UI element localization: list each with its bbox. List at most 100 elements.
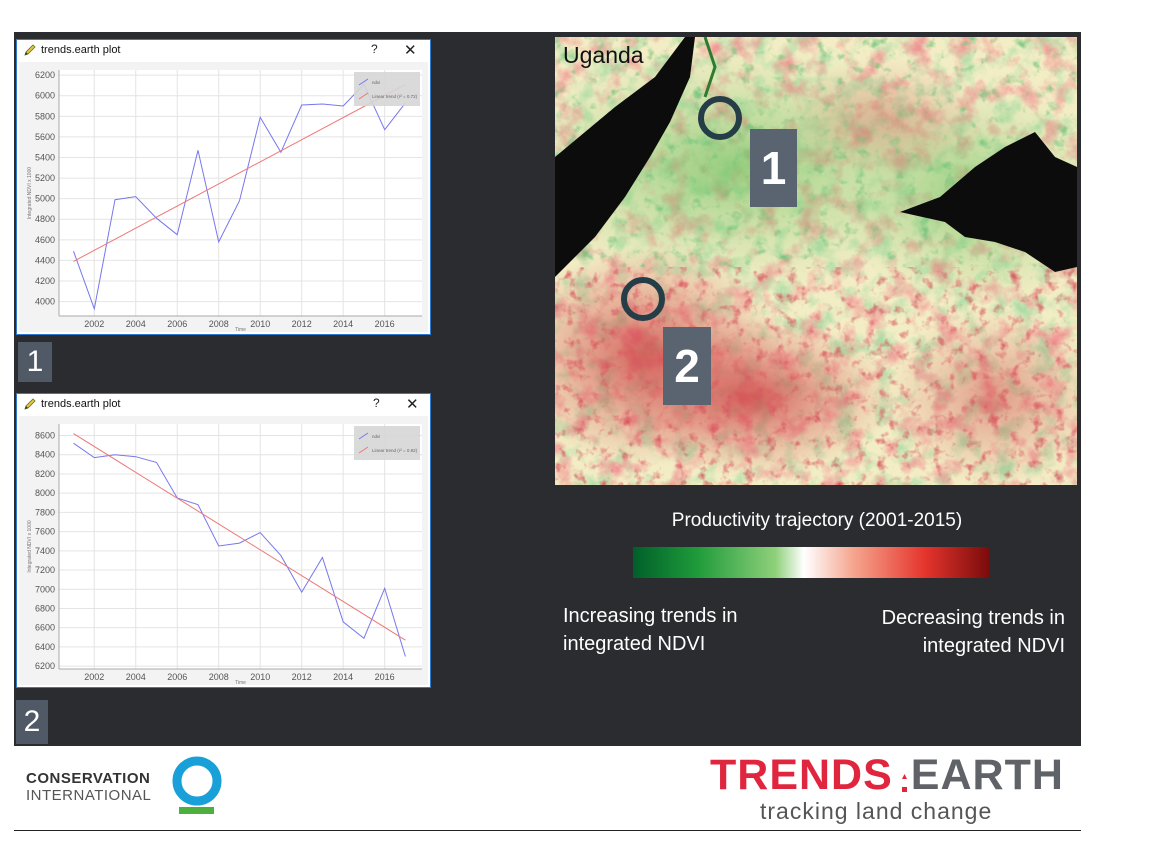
help-button[interactable]: ? [371, 42, 378, 56]
y-tick-label: 5000 [35, 194, 55, 204]
legend-swatch [358, 432, 369, 440]
x-tick-label: 2010 [250, 319, 270, 329]
y-tick-label: 6800 [35, 603, 55, 613]
x-axis-title: Time [235, 327, 246, 332]
y-tick-label: 7200 [35, 565, 55, 575]
ci-line-2: INTERNATIONAL [26, 787, 152, 804]
conservation-international-logo-icon [172, 756, 222, 814]
location-marker-2 [621, 277, 665, 321]
trends-earth-part-2: EARTH [910, 751, 1064, 799]
x-tick-label: 2002 [84, 319, 104, 329]
plot-area: 4000 4200 4400 4600 4800 5000 5200 5400 5600 5800… [19, 62, 428, 332]
y-tick-label: 4200 [35, 276, 55, 286]
legend-title: Productivity trajectory (2001-2015) [671, 510, 963, 531]
legend-right-label: Decreasing trends in integrated NDVI [882, 604, 1065, 660]
map-badge-1: 1 [750, 129, 797, 207]
plot-area: 6200 6400 6600 6800 7000 7200 7400 7600 7800 8000… [19, 416, 428, 685]
trends-earth-part-1: TRENDS [710, 751, 893, 799]
y-tick-label: 6000 [35, 91, 55, 101]
map-title: Uganda [563, 42, 644, 68]
y-tick-label: 4000 [35, 297, 55, 307]
x-tick-label: 2008 [209, 319, 229, 329]
ci-line-1: CONSERVATION [26, 770, 151, 787]
legend-label: ndvi [372, 80, 380, 85]
y-tick-label: 5600 [35, 132, 55, 142]
x-tick-label: 2008 [209, 672, 229, 682]
x-tick-label: 2014 [333, 319, 353, 329]
y-tick-label: 7400 [35, 546, 55, 556]
conservation-international-wordmark: CONSERVATION INTERNATIONAL [26, 770, 151, 804]
series-line-linear-trend [73, 433, 406, 641]
y-tick-label: 8200 [35, 469, 55, 479]
x-tick-label: 2012 [292, 672, 312, 682]
legend-right-line-1: Decreasing trends in [881, 607, 1065, 629]
plot-background [59, 424, 422, 669]
y-tick-label: 4400 [35, 255, 55, 265]
help-button[interactable]: ? [373, 396, 380, 410]
legend-right-line-2: integrated NDVI [922, 635, 1065, 657]
legend-left-label: Increasing trends in integrated NDVI [563, 602, 738, 658]
legend-box [354, 426, 420, 460]
y-tick-label: 5200 [35, 173, 55, 183]
window-title: trends.earth plot [41, 44, 121, 56]
y-tick-label: 5400 [35, 152, 55, 162]
legend-label: ndvi [372, 434, 380, 439]
ndvi-chart-1: 4000 4200 4400 4600 4800 5000 5200 5400 5600 5800… [27, 70, 422, 332]
trends-earth-tagline: tracking land change [760, 798, 993, 824]
y-tick-label: 4800 [35, 214, 55, 224]
y-axis-title: Integrated NDVI x 1000 [27, 167, 33, 219]
y-tick-label: 6200 [35, 661, 55, 671]
x-tick-label: 2016 [375, 319, 395, 329]
x-tick-label: 2004 [126, 672, 146, 682]
y-tick-label: 6600 [35, 623, 55, 633]
location-marker-1 [698, 96, 742, 140]
map-badge-2: 2 [663, 327, 711, 405]
close-button[interactable]: ✕ [404, 42, 417, 59]
legend-swatch [358, 92, 369, 100]
pencil-leaf-icon [24, 44, 36, 56]
legend-box [354, 72, 420, 106]
legend-left-line-2: integrated NDVI [563, 633, 706, 655]
plot-window-1: trends.earth plot ? ✕ 4000 4200 4400 4600 48… [16, 39, 431, 335]
x-tick-label: 2006 [167, 672, 187, 682]
footer-divider [14, 830, 1081, 831]
x-tick-label: 2010 [250, 672, 270, 682]
trends-earth-logo: TRENDS EARTH [710, 751, 1064, 800]
x-tick-label: 2004 [126, 319, 146, 329]
legend-swatch [358, 446, 369, 454]
ndvi-chart-2: 6200 6400 6600 6800 7000 7200 7400 7600 7800 8000… [27, 424, 422, 685]
x-tick-label: 2016 [375, 672, 395, 682]
y-tick-label: 8400 [35, 450, 55, 460]
x-axis-title: Time [235, 680, 246, 685]
window-title: trends.earth plot [41, 398, 121, 410]
y-tick-label: 6400 [35, 642, 55, 652]
y-tick-label: 8600 [35, 431, 55, 441]
y-tick-label: 7000 [35, 584, 55, 594]
plot-background [59, 70, 422, 316]
ndvi-trend-map: Uganda 1 2 [555, 37, 1077, 485]
y-tick-label: 7800 [35, 507, 55, 517]
pencil-leaf-icon [24, 398, 36, 410]
y-tick-label: 7600 [35, 527, 55, 537]
y-tick-label: 4600 [35, 235, 55, 245]
legend-left-line-1: Increasing trends in [563, 605, 738, 627]
map-image [555, 37, 1077, 485]
color-ramp-legend [633, 547, 989, 578]
y-tick-label: 6200 [35, 70, 55, 80]
legend-label: Linear trend (r² = 0.92) [372, 448, 418, 453]
window-titlebar[interactable]: trends.earth plot ? ✕ [17, 394, 430, 416]
x-tick-label: 2014 [333, 672, 353, 682]
x-tick-label: 2012 [292, 319, 312, 329]
window-titlebar[interactable]: trends.earth plot ? ✕ [17, 40, 430, 62]
plot-badge-2: 2 [16, 700, 48, 744]
close-button[interactable]: ✕ [406, 396, 419, 413]
plot-window-2: trends.earth plot ? ✕ 6200 6400 6600 6800 70… [16, 393, 431, 688]
x-tick-label: 2006 [167, 319, 187, 329]
series-line-ndvi [73, 83, 406, 311]
x-tick-label: 2002 [84, 672, 104, 682]
series-line-ndvi [73, 442, 406, 657]
legend-label: Linear trend (r² = 0.72) [372, 94, 418, 99]
y-axis-title: Integrated NDVI x 1000 [27, 520, 33, 572]
legend-swatch [358, 78, 369, 86]
plot-badge-1: 1 [18, 342, 52, 382]
